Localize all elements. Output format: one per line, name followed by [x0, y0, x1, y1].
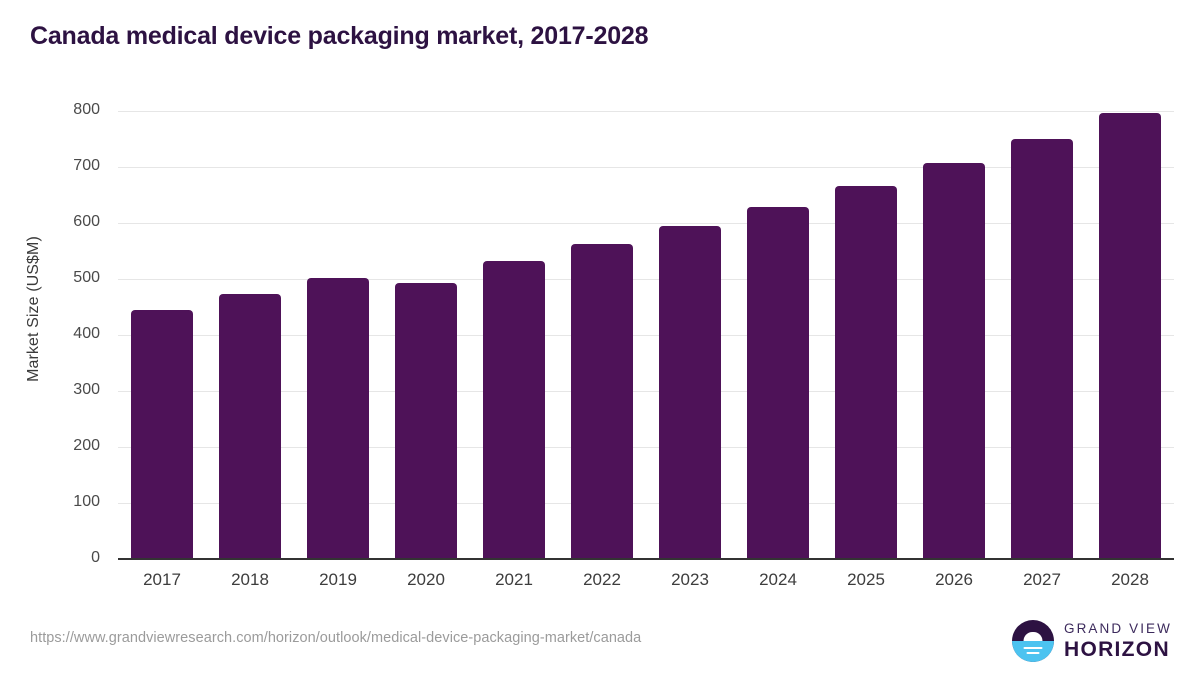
logo-ray-2 — [1026, 652, 1040, 654]
x-tick-label: 2021 — [495, 570, 533, 589]
x-tick-label: 2017 — [143, 570, 181, 589]
x-tick-label: 2027 — [1023, 570, 1061, 589]
x-tick-label: 2018 — [231, 570, 269, 589]
x-tick-label: 2025 — [847, 570, 885, 589]
bar-2027[interactable] — [1011, 139, 1073, 559]
page-title: Canada medical device packaging market, … — [30, 22, 649, 50]
x-tick-label: 2024 — [759, 570, 797, 589]
bar-2028[interactable] — [1099, 112, 1161, 559]
bar-2022[interactable] — [571, 244, 633, 559]
bar-2019[interactable] — [307, 278, 369, 559]
y-tick-label: 0 — [91, 549, 100, 566]
gridline — [118, 503, 1174, 504]
grand-view-horizon-logo[interactable]: GRAND VIEW HORIZON — [1011, 620, 1172, 662]
horizon-sun-icon — [1011, 620, 1054, 662]
source-url[interactable]: https://www.grandviewresearch.com/horizo… — [30, 630, 642, 646]
bar-2018[interactable] — [219, 293, 281, 559]
gridline — [118, 223, 1174, 224]
bar-2017[interactable] — [131, 309, 193, 559]
bar-2026[interactable] — [923, 163, 985, 559]
bar-2023[interactable] — [659, 226, 721, 559]
y-tick-label: 400 — [73, 325, 100, 342]
y-tick-label: 100 — [73, 493, 100, 510]
x-tick-label: 2020 — [407, 570, 445, 589]
logo-sun-shape — [1023, 631, 1043, 641]
logo-bottom-text: HORIZON — [1063, 638, 1170, 662]
x-tick-label: 2023 — [671, 570, 709, 589]
x-tick-label: 2019 — [319, 570, 357, 589]
x-tick-label: 2026 — [935, 570, 973, 589]
logo-water-shape — [1011, 641, 1054, 662]
x-tick-label: 2028 — [1111, 570, 1149, 589]
x-tick-label: 2022 — [583, 570, 621, 589]
gridline — [118, 279, 1174, 280]
bar-2021[interactable] — [483, 261, 545, 559]
bar-2020[interactable] — [395, 283, 457, 559]
bar-2025[interactable] — [835, 186, 897, 559]
logo-ray-1 — [1023, 647, 1043, 649]
y-tick-label: 600 — [73, 213, 100, 230]
gridline — [118, 391, 1174, 392]
gridline — [118, 335, 1174, 336]
bar-2024[interactable] — [747, 207, 809, 559]
gridline — [118, 167, 1174, 168]
logo-top-text: GRAND VIEW — [1063, 620, 1172, 636]
logo-wordmark: GRAND VIEW HORIZON — [1064, 622, 1172, 661]
y-tick-label: 800 — [73, 101, 100, 118]
y-tick-label: 200 — [73, 437, 100, 454]
gridline — [118, 111, 1174, 112]
y-tick-label: 300 — [73, 381, 100, 398]
y-tick-label: 700 — [73, 157, 100, 174]
y-tick-label: 500 — [73, 269, 100, 286]
gridline — [118, 447, 1174, 448]
x-axis-line — [118, 558, 1174, 560]
